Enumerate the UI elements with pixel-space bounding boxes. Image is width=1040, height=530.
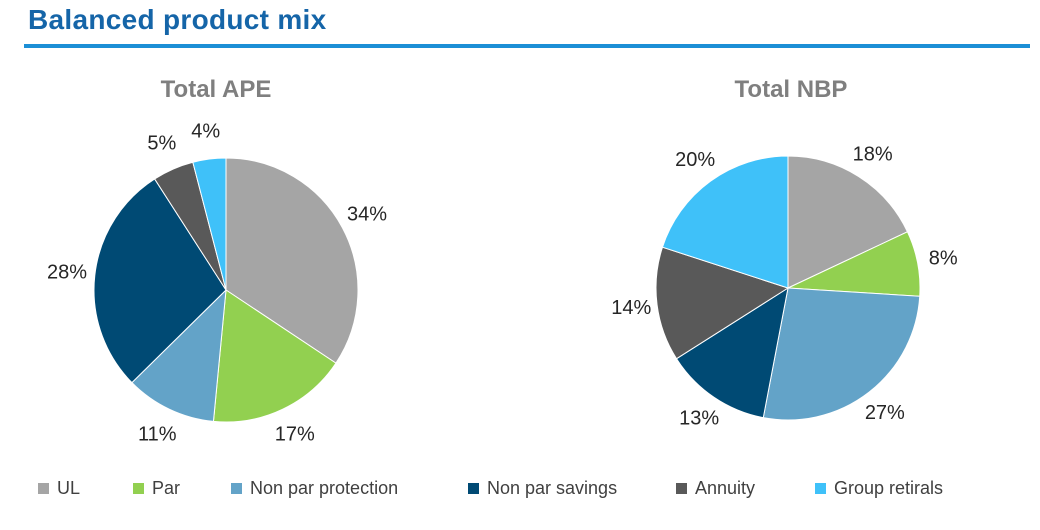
pie-slice-ul	[787, 155, 909, 289]
pie-chart-total-nbp: 18% 8% 27% 13% 14% 20%	[611, 144, 958, 430]
pie-slice-non-par-savings	[675, 286, 789, 419]
data-label-par: 17%	[275, 423, 315, 445]
legend-swatch	[38, 482, 49, 494]
legend-item-ul: UL	[38, 476, 80, 500]
chart-legend: UL Par Non par protection Non par saving…	[38, 476, 1018, 500]
pie-slice-annuity	[655, 246, 790, 360]
legend-item-annuity: Annuity	[676, 476, 755, 500]
pie-slice-non-par-savings	[93, 178, 227, 384]
legend-item-group-retirals: Group retirals	[815, 476, 943, 500]
pie-chart-total-ape: 34% 17% 11% 28% 5% 4%	[47, 120, 387, 445]
title-underline	[24, 44, 1030, 48]
data-label-annuity: 5%	[147, 132, 176, 154]
data-label-group-retirals: 20%	[675, 149, 715, 171]
legend-label: Par	[152, 477, 181, 498]
legend-swatch	[133, 482, 144, 494]
page-title: Balanced product mix	[28, 4, 327, 35]
legend-item-par: Par	[133, 476, 180, 500]
pie-slice-par	[212, 289, 337, 423]
legend-swatch	[468, 482, 479, 494]
legend-swatch	[676, 482, 687, 494]
legend-label: Non par savings	[487, 477, 618, 498]
legend-swatch	[815, 482, 826, 494]
chart-title-total-nbp: Total NBP	[734, 76, 848, 103]
data-label-group-retirals: 4%	[191, 120, 220, 142]
data-label-annuity: 14%	[611, 297, 651, 319]
legend-label: Annuity	[695, 477, 756, 498]
legend-item-non-par-savings: Non par savings	[468, 476, 617, 500]
data-label-non-par-savings: 13%	[679, 408, 719, 430]
legend-item-non-par-protection: Non par protection	[231, 476, 398, 500]
data-label-ul: 18%	[853, 144, 893, 166]
data-label-non-par-protection: 27%	[865, 402, 905, 424]
legend-label: UL	[57, 477, 81, 498]
pie-slice-group-retirals	[192, 157, 227, 291]
legend-label: Non par protection	[250, 477, 399, 498]
pie-slice-group-retirals	[661, 155, 789, 289]
chart-title-total-ape: Total APE	[160, 76, 272, 103]
data-label-ul: 34%	[347, 203, 387, 225]
pie-slice-non-par-protection	[131, 288, 227, 422]
legend-label: Group retirals	[834, 477, 944, 498]
legend-swatch	[231, 482, 242, 494]
data-label-non-par-protection: 11%	[138, 423, 177, 445]
data-label-non-par-savings: 28%	[47, 261, 87, 283]
pie-slice-non-par-protection	[762, 287, 921, 421]
data-label-par: 8%	[929, 247, 958, 269]
